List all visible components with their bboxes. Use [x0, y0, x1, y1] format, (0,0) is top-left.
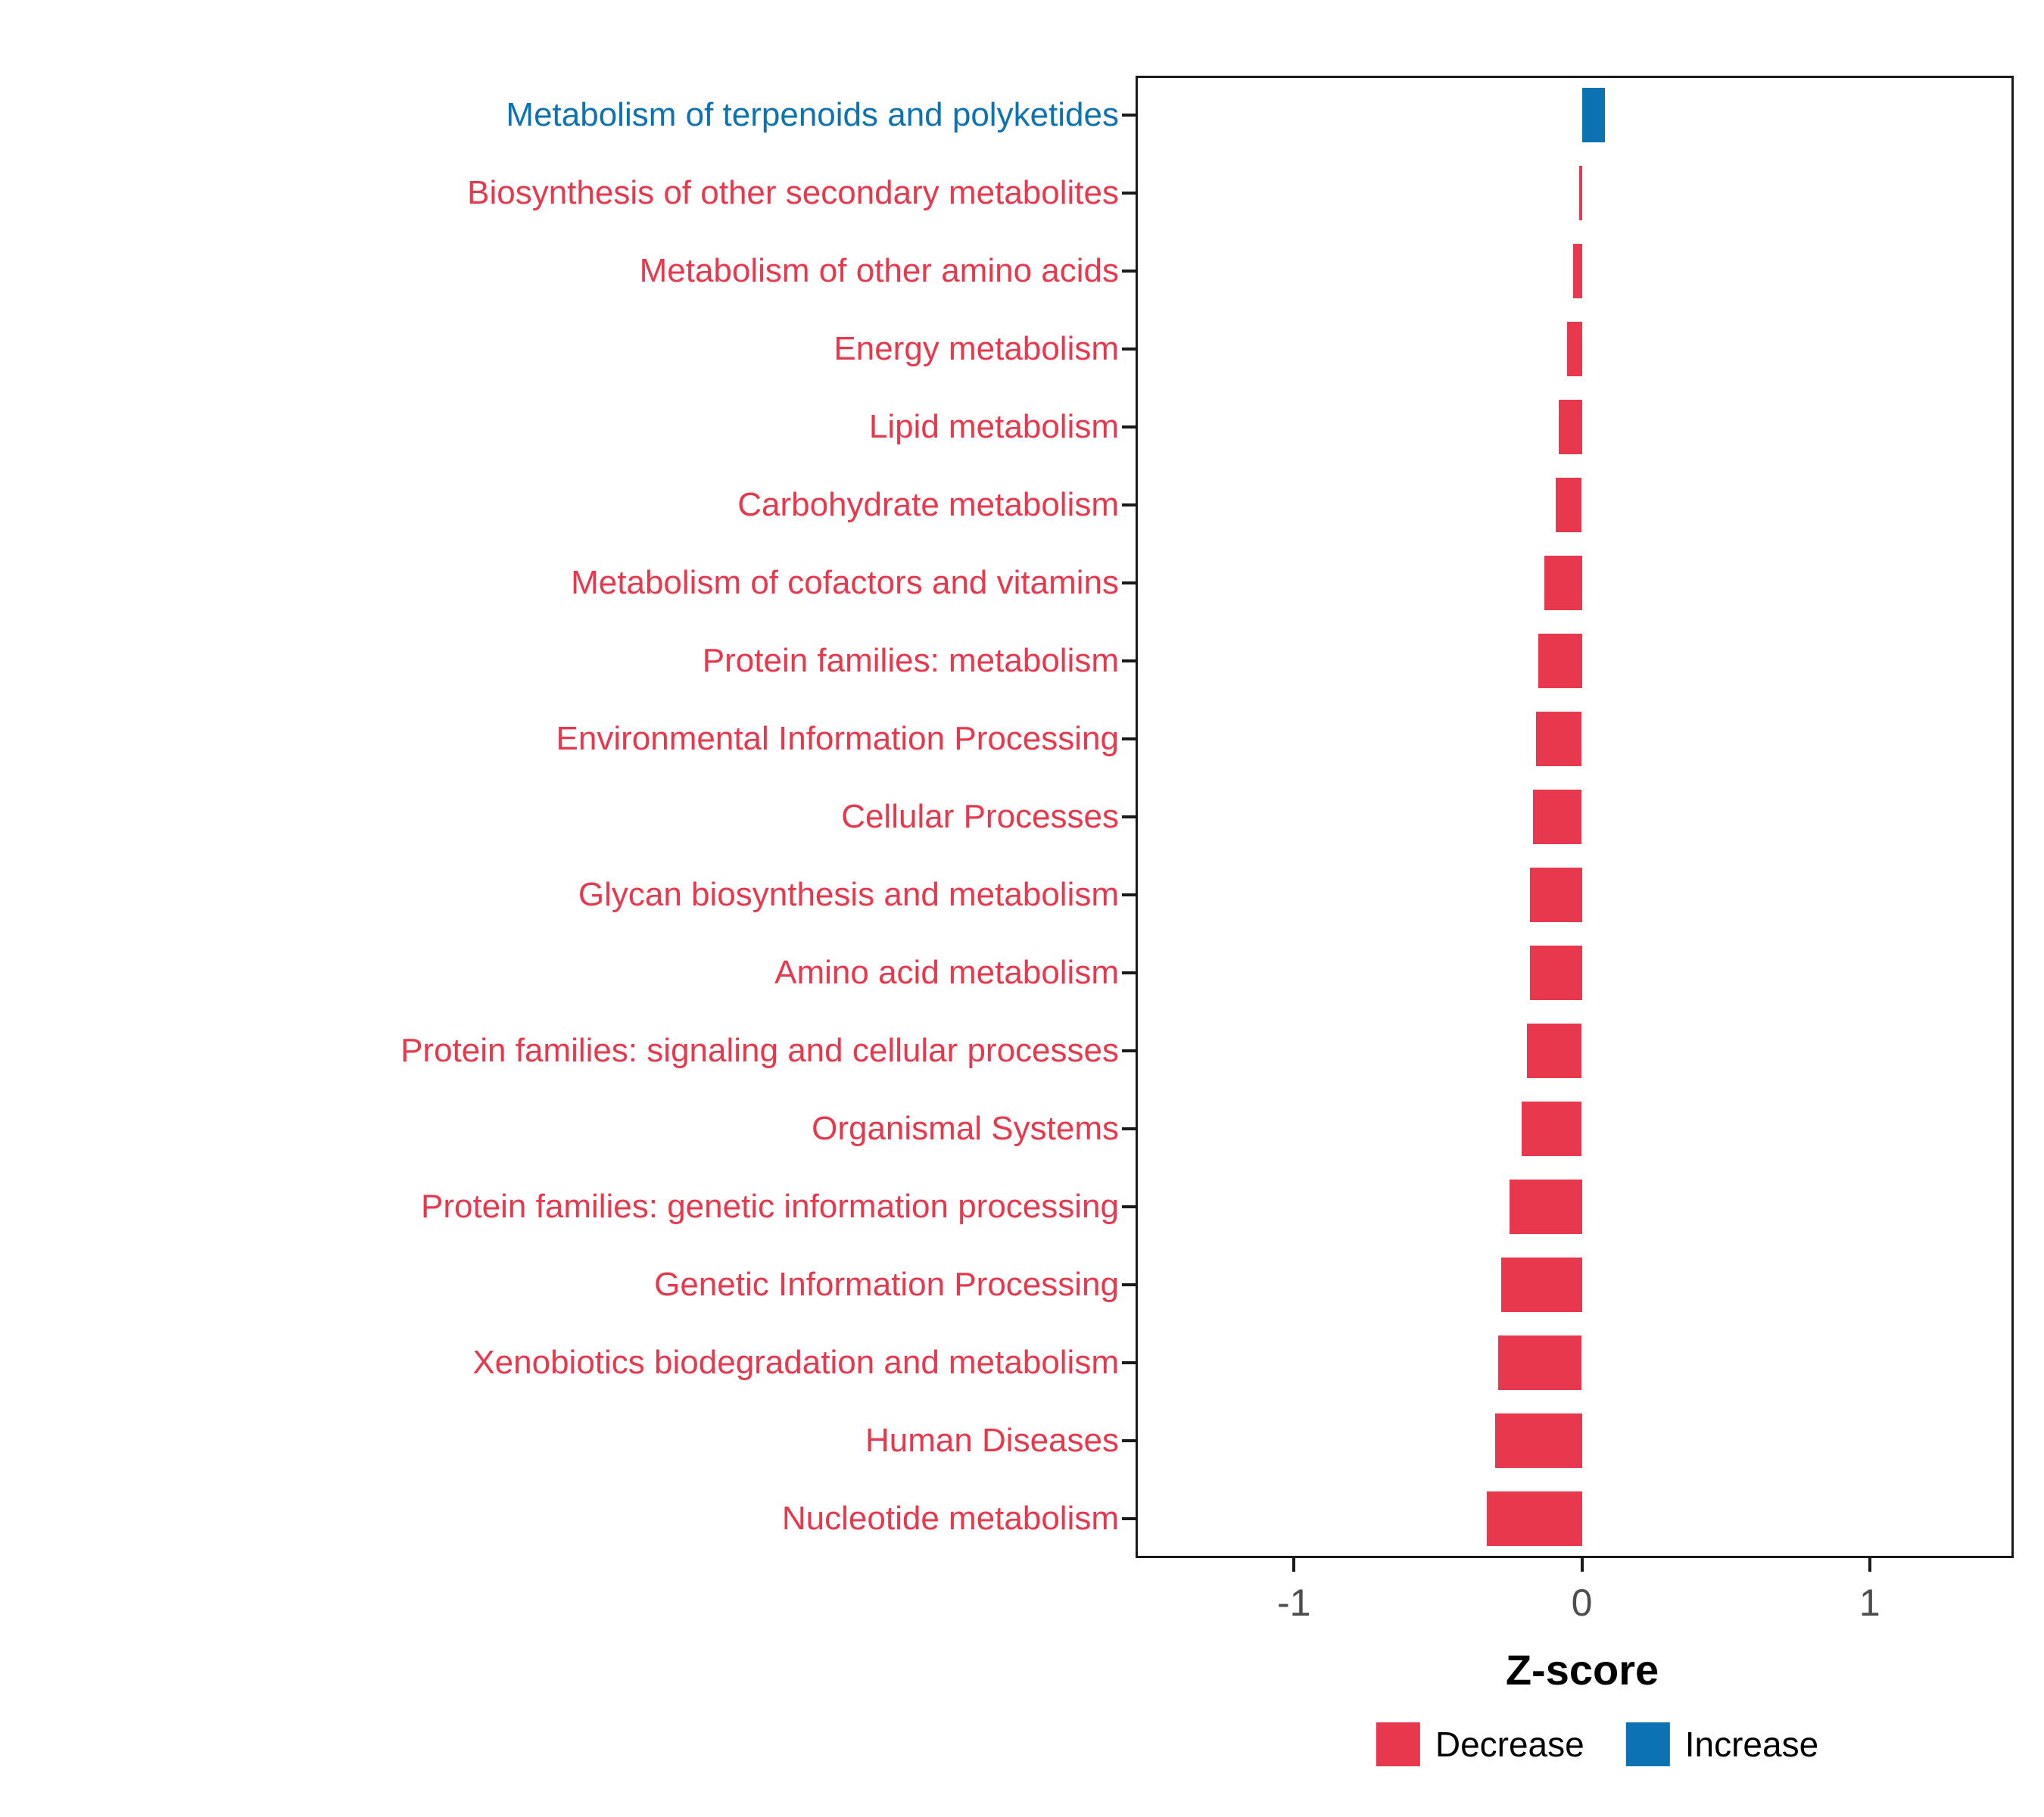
legend-label: Decrease	[1435, 1725, 1584, 1764]
y-tick	[1122, 1127, 1136, 1131]
legend-color-swatch	[1376, 1722, 1420, 1766]
bar	[1532, 790, 1582, 844]
bar	[1487, 1491, 1582, 1547]
category-label: Lipid metabolism	[868, 407, 1119, 445]
category-label: Carbohydrate metabolism	[737, 485, 1119, 523]
category-label: Metabolism of other amino acids	[639, 251, 1119, 289]
category-label: Environmental Information Processing	[556, 719, 1119, 757]
y-tick	[1122, 815, 1136, 818]
bar	[1521, 1102, 1582, 1157]
y-tick	[1122, 1283, 1136, 1287]
x-tick-label: 0	[1571, 1582, 1593, 1624]
y-tick	[1122, 1049, 1136, 1053]
category-label: Protein families: signaling and cellular…	[400, 1032, 1119, 1070]
bar	[1535, 711, 1582, 766]
y-tick	[1122, 1205, 1136, 1209]
bar	[1567, 321, 1582, 376]
y-tick	[1122, 971, 1136, 975]
bar	[1581, 87, 1605, 142]
legend: Decrease Increase	[1376, 1722, 1818, 1766]
bar	[1498, 1335, 1582, 1391]
bar	[1530, 868, 1582, 923]
y-tick	[1122, 347, 1136, 351]
category-label: Metabolism of cofactors and vitamins	[571, 563, 1119, 601]
bar	[1510, 1180, 1582, 1235]
category-label: Protein families: metabolism	[702, 641, 1119, 679]
bar	[1527, 1024, 1582, 1079]
y-tick	[1122, 191, 1136, 195]
legend-item: Decrease	[1376, 1722, 1584, 1766]
category-label: Cellular Processes	[841, 798, 1119, 835]
category-label: Biosynthesis of other secondary metaboli…	[467, 173, 1119, 211]
y-tick	[1122, 425, 1136, 429]
bar	[1573, 243, 1582, 298]
legend-label: Increase	[1684, 1725, 1819, 1764]
x-tick	[1868, 1558, 1871, 1572]
y-tick	[1122, 659, 1136, 662]
category-label: Amino acid metabolism	[774, 954, 1119, 992]
bar	[1495, 1413, 1582, 1469]
category-label: Metabolism of terpenoids and polyketides	[506, 95, 1119, 133]
x-tick	[1292, 1558, 1296, 1572]
category-label: Human Diseases	[865, 1422, 1119, 1460]
y-tick	[1122, 113, 1136, 117]
y-tick	[1122, 737, 1136, 740]
x-axis-title: Z-score	[1505, 1646, 1659, 1694]
y-tick	[1122, 1439, 1136, 1443]
legend-color-swatch	[1625, 1722, 1670, 1766]
y-tick	[1122, 503, 1136, 506]
legend-item: Increase	[1625, 1722, 1819, 1766]
category-label: Genetic Information Processing	[654, 1266, 1119, 1304]
y-tick	[1122, 1361, 1136, 1365]
category-label: Xenobiotics biodegradation and metabolis…	[472, 1344, 1119, 1382]
y-tick	[1122, 893, 1136, 897]
category-label: Organismal Systems	[812, 1110, 1119, 1148]
bar	[1578, 165, 1582, 220]
x-tick-label: -1	[1276, 1582, 1311, 1624]
bar	[1544, 555, 1582, 610]
category-label: Nucleotide metabolism	[781, 1500, 1119, 1538]
y-tick	[1122, 269, 1136, 273]
bar	[1556, 477, 1582, 532]
category-label: Protein families: genetic information pr…	[420, 1188, 1119, 1226]
y-tick	[1122, 1517, 1136, 1521]
category-label: Glycan biosynthesis and metabolism	[578, 876, 1119, 914]
bar	[1530, 946, 1582, 1001]
y-tick	[1122, 581, 1136, 584]
bar	[1501, 1258, 1582, 1313]
bar	[1559, 399, 1582, 454]
x-tick	[1580, 1558, 1584, 1572]
x-tick-label: 1	[1859, 1582, 1880, 1624]
category-label: Energy metabolism	[833, 329, 1119, 367]
bar	[1538, 633, 1582, 688]
